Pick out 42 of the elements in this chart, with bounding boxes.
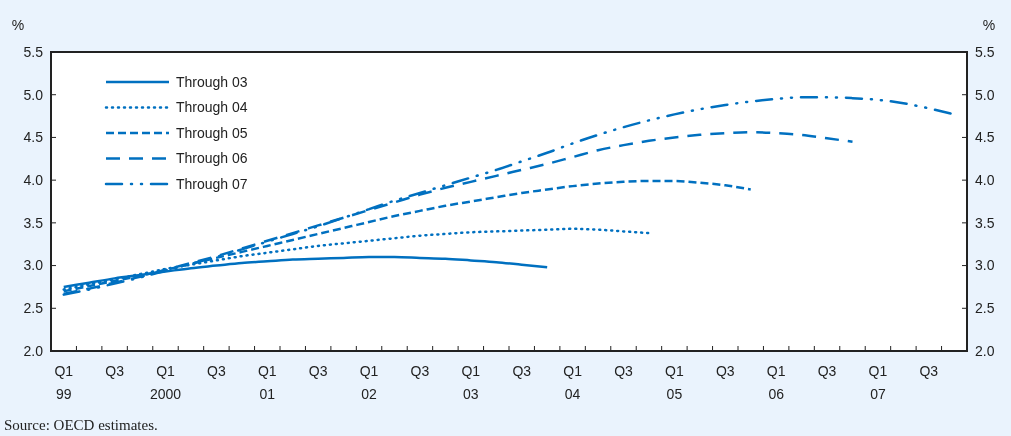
y-tick-label: 5.5 bbox=[23, 43, 44, 60]
x-tick-label: Q1 07 bbox=[868, 363, 888, 402]
y2-tick-label: 5.0 bbox=[975, 86, 995, 103]
y-tick-label: 2.5 bbox=[23, 300, 44, 317]
legend-label: Through 04 bbox=[176, 99, 248, 116]
x-tick-label: Q3 bbox=[105, 363, 125, 379]
legend-label: Through 05 bbox=[176, 124, 248, 141]
x-tick-label: Q1 03 bbox=[461, 363, 481, 402]
x-tick-label: Q1 99 bbox=[54, 363, 74, 402]
source-note: Source: OECD estimates. bbox=[4, 417, 158, 433]
y2-tick-label: 2.5 bbox=[975, 300, 995, 317]
legend-label: Through 06 bbox=[176, 150, 248, 167]
y-tick-label: 5.0 bbox=[23, 86, 44, 103]
x-tick-label: Q1 04 bbox=[563, 363, 583, 402]
y-tick-label: 4.5 bbox=[23, 129, 44, 146]
x-tick-label: Q1 06 bbox=[766, 363, 786, 402]
x-tick-label: Q3 bbox=[308, 363, 328, 379]
y2-tick-label: 4.5 bbox=[975, 129, 995, 146]
x-tick-label: Q1 01 bbox=[257, 363, 277, 402]
y-tick-label: 3.5 bbox=[23, 214, 44, 231]
y2-tick-label: 3.0 bbox=[975, 257, 995, 274]
x-tick-label: Q3 bbox=[207, 363, 226, 379]
y2-tick-label: 5.5 bbox=[975, 43, 995, 60]
x-tick-label: Q3 bbox=[614, 363, 634, 379]
legend-label: Through 07 bbox=[176, 175, 248, 192]
y-tick-label: 4.0 bbox=[23, 172, 44, 189]
x-tick-label: Q3 bbox=[817, 363, 837, 379]
x-tick-label: Q3 bbox=[715, 363, 735, 379]
y2-tick-label: 3.5 bbox=[975, 214, 995, 231]
x-tick-label: Q3 bbox=[410, 363, 430, 379]
legend-label: Through 03 bbox=[176, 73, 248, 90]
y2-tick-label: 4.0 bbox=[975, 172, 995, 189]
y-tick-label: 2.0 bbox=[23, 342, 44, 359]
x-tick-label: Q1 2000 bbox=[149, 363, 182, 402]
x-tick-label: Q1 05 bbox=[665, 363, 684, 402]
y2-axis-title: % bbox=[982, 17, 996, 33]
x-tick-label: Q3 bbox=[512, 363, 532, 379]
y2-tick-label: 2.0 bbox=[975, 342, 995, 359]
x-tick-label: Q1 02 bbox=[359, 363, 379, 402]
x-tick-label: Q3 bbox=[919, 363, 939, 379]
y-tick-label: 3.0 bbox=[23, 257, 44, 274]
y-axis-title: % bbox=[11, 17, 25, 33]
